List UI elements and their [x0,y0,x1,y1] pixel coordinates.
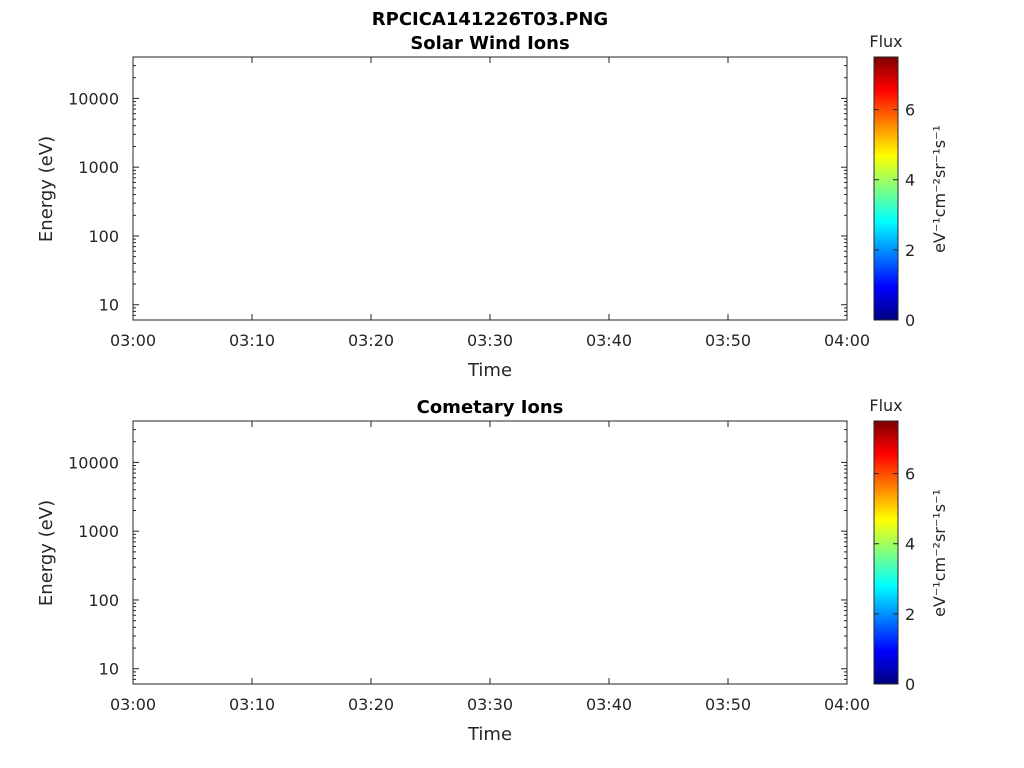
panel-title: Solar Wind Ions [410,33,569,54]
colorbar: Flux eV⁻¹cm⁻²sr⁻¹s⁻¹ 0 2 4 6 [869,32,949,330]
colorbar-unit-label: eV⁻¹cm⁻²sr⁻¹s⁻¹ [930,125,949,253]
panel-solar-wind: Solar Wind Ions 03:00 03:10 03:20 03:30 03:4… [36,32,949,381]
panel-cometary: Cometary Ions 03:00 03:10 03:20 03:30 03:40 0… [36,396,949,745]
x-tick-label: 03:10 [229,331,275,350]
colorbar-gradient [873,56,899,321]
colorbar-tick-label: 6 [905,101,915,120]
x-tick-label: 03:40 [586,331,632,350]
colorbar-tick-label: 4 [905,171,915,190]
colorbar-tick-label: 2 [905,241,915,260]
plot-area [133,57,847,320]
x-tick-label: 03:20 [348,331,394,350]
figure-title: RPCICA141226T03.PNG [372,9,608,30]
colorbar-title: Flux [869,32,902,51]
x-tick-label: 03:30 [467,331,513,350]
y-axis-label: Energy (eV) [36,136,57,242]
colorbar-tick-label: 0 [905,311,915,330]
y-tick-label: 1000 [78,158,119,177]
plot-frame [132,56,848,321]
x-tick-label: 04:00 [824,331,870,350]
colorbar-ticks: 0 2 4 6 [874,101,915,330]
y-tick-label: 10000 [68,89,119,108]
y-tick-label: 100 [88,227,119,246]
plot-area [133,421,847,684]
x-tick-label: 03:50 [705,331,751,350]
y-tick-label: 10 [99,296,119,315]
panel-title: Cometary Ions [417,397,564,418]
x-tick-label: 03:00 [110,331,156,350]
x-axis-label: Time [467,360,512,381]
